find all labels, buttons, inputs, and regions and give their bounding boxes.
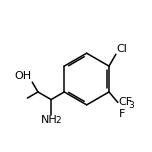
Text: F: F bbox=[118, 109, 125, 119]
Text: CF: CF bbox=[119, 97, 133, 107]
Text: NH: NH bbox=[41, 115, 58, 125]
Text: 2: 2 bbox=[55, 116, 61, 125]
Text: 3: 3 bbox=[128, 101, 134, 110]
Text: OH: OH bbox=[14, 71, 31, 81]
Text: Cl: Cl bbox=[117, 43, 128, 54]
